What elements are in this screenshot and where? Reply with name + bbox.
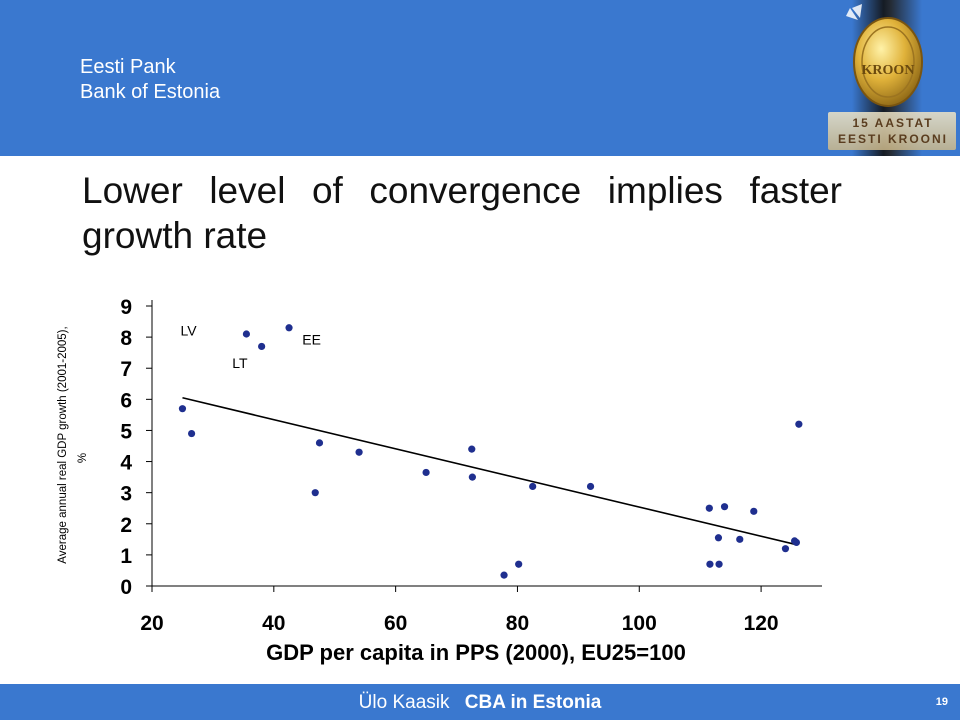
data-point: [720, 503, 729, 511]
y-tick-label: 2: [120, 514, 132, 537]
badge-text-years: 15 AASTAT: [852, 116, 934, 130]
data-point: [422, 468, 430, 477]
footer-author: Ülo Kaasik: [358, 692, 450, 713]
y-axis-title: Average annual real GDP growth (2001-200…: [57, 326, 89, 563]
data-point: [355, 448, 363, 456]
data-point: [750, 507, 758, 515]
point-annotation: LV: [180, 322, 197, 338]
data-point: [468, 445, 476, 453]
chart-points: [178, 324, 803, 579]
x-tick-label: 60: [384, 612, 407, 635]
page-number: 19: [935, 696, 948, 708]
data-point: [315, 439, 324, 447]
svg-text:KROON: KROON: [862, 63, 915, 78]
data-point: [714, 534, 723, 542]
chart-labels: GDP per capita in PPS (2000), EU25=100 Av…: [57, 322, 686, 665]
data-point: [792, 538, 801, 547]
data-point: [715, 560, 723, 568]
data-point: [178, 405, 187, 413]
trend-line: [182, 396, 798, 546]
org-name-estonian: Eesti Pank: [80, 56, 176, 78]
data-point: [529, 482, 537, 491]
footer-credit: Ülo Kaasik CBA in Estonia: [0, 692, 960, 714]
x-tick-label: 120: [744, 612, 779, 635]
x-axis-title: GDP per capita in PPS (2000), EU25=100: [266, 640, 686, 665]
point-annotation: EE: [302, 332, 321, 348]
kroon-coin-logo-icon: KROON: [828, 0, 956, 156]
x-tick-label: 80: [506, 612, 529, 635]
y-tick-label: 3: [120, 483, 132, 506]
y-tick-label: 6: [120, 389, 132, 412]
chart-trendline: [182, 396, 798, 546]
data-point: [515, 560, 523, 568]
badge-text-kroon: EESTI KROONI: [837, 132, 948, 146]
data-point: [781, 545, 790, 553]
org-name-english: Bank of Estonia: [80, 81, 221, 103]
data-point: [311, 489, 319, 497]
x-tick-label: 100: [622, 612, 657, 635]
data-point: [705, 504, 713, 512]
scatter-chart: 0 1 2 3 4 5 6 7 8 9 20 40 60 80 100 120 GDP per capita …: [57, 296, 822, 665]
y-tick-label: 8: [120, 327, 132, 350]
footer-topic: CBA in Estonia: [464, 692, 602, 713]
y-tick-label: 0: [120, 576, 132, 599]
x-tick-label: 20: [140, 612, 163, 635]
data-point: [468, 473, 476, 481]
data-point: [258, 342, 266, 351]
chart-ticks: 0 1 2 3 4 5 6 7 8 9 20 40 60 80 100 120: [120, 296, 778, 635]
data-point: [242, 330, 251, 338]
data-point: [285, 324, 293, 332]
data-point: [795, 420, 803, 428]
organization-name: Eesti Pank Bank of Estonia: [80, 55, 220, 105]
header-bar: Eesti Pank Bank of Estonia KROON: [0, 0, 960, 156]
point-annotation: LT: [232, 355, 248, 371]
data-point: [500, 571, 508, 579]
data-point: [706, 560, 714, 568]
slide-title: Lower level of convergence implies faste…: [82, 170, 842, 256]
data-point: [736, 535, 744, 543]
x-tick-label: 40: [262, 612, 285, 635]
y-tick-label: 5: [120, 420, 132, 443]
chart-axes: [151, 300, 822, 587]
y-tick-label: 1: [120, 545, 132, 568]
y-tick-label: 9: [120, 296, 132, 319]
y-tick-label: 7: [120, 358, 132, 381]
data-point: [586, 482, 595, 491]
data-point: [187, 429, 196, 438]
y-tick-label: 4: [120, 452, 132, 475]
footer-bar: Ülo Kaasik CBA in Estonia 19: [0, 684, 960, 720]
